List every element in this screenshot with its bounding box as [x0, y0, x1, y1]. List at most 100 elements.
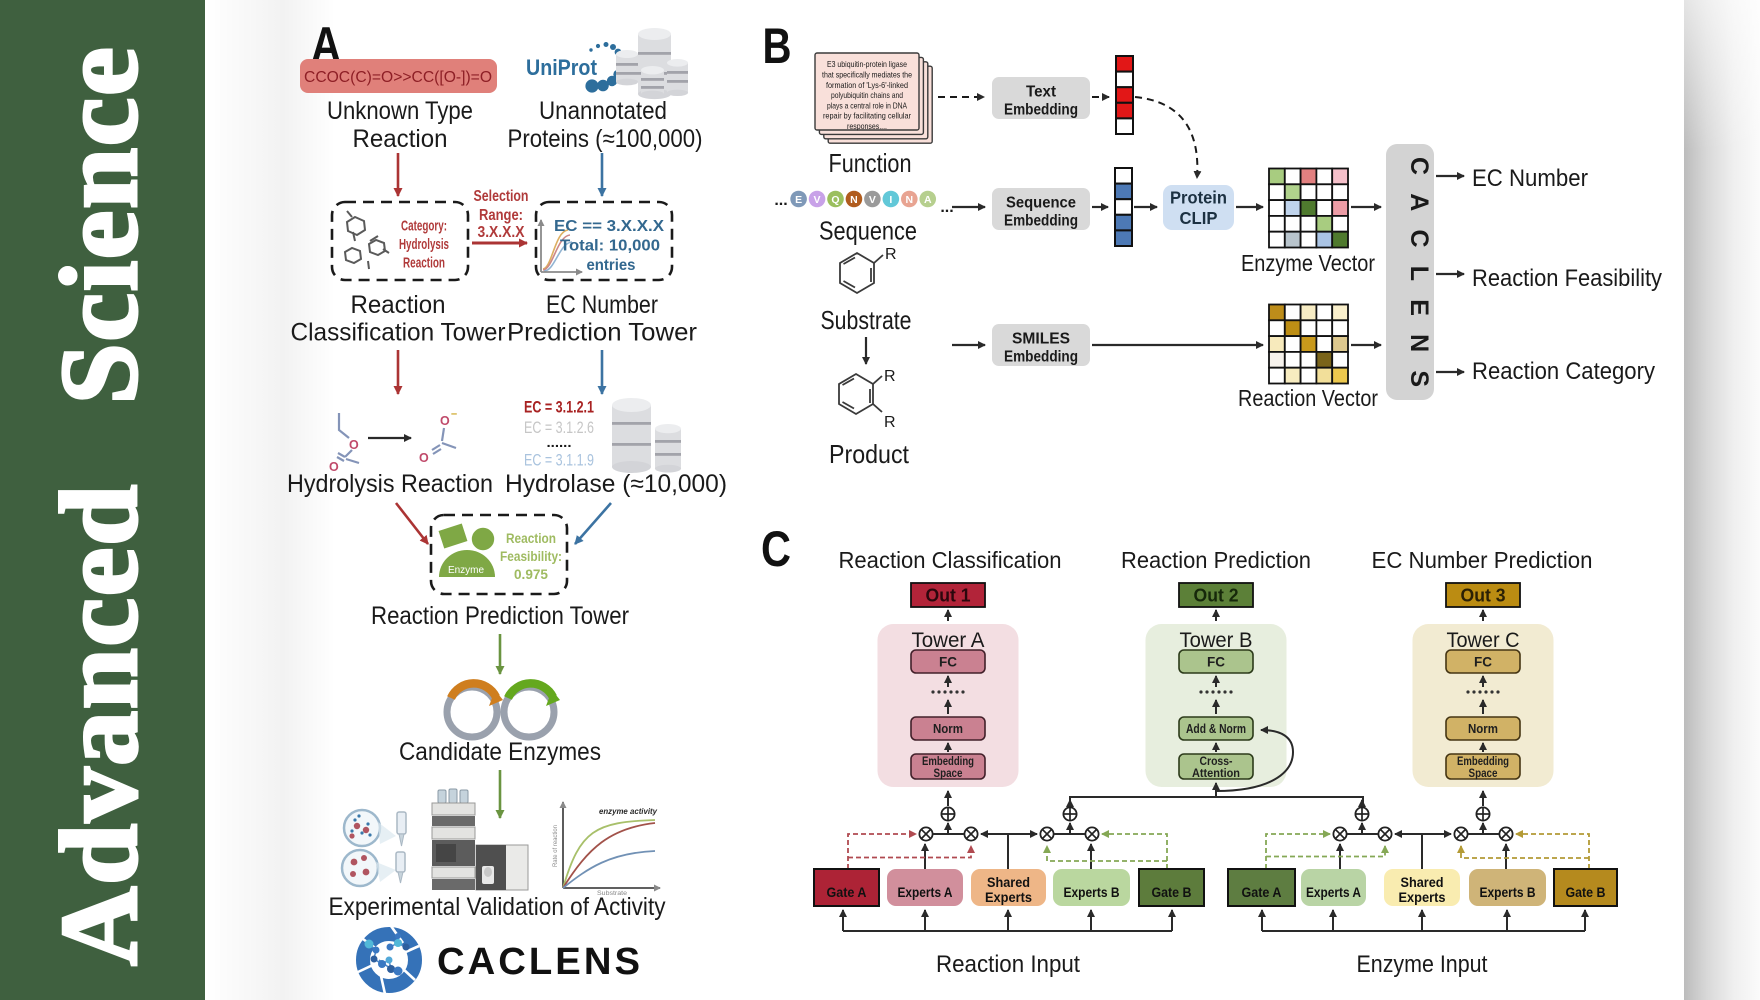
svg-text:CCOC(C)=O>>CC([O-])=O: CCOC(C)=O>>CC([O-])=O	[304, 69, 492, 86]
svg-text:Proteins (≈100,000): Proteins (≈100,000)	[508, 125, 703, 153]
svg-text:R: R	[884, 414, 896, 431]
svg-text:3.X.X.X: 3.X.X.X	[478, 224, 526, 241]
svg-text:repair by facilitating cellula: repair by facilitating cellular	[823, 111, 911, 121]
svg-text:Text: Text	[1026, 84, 1056, 101]
svg-text:R: R	[885, 246, 897, 263]
svg-text:Tower A: Tower A	[912, 629, 985, 652]
svg-text:Gate B: Gate B	[1566, 884, 1606, 900]
svg-text:Sequence: Sequence	[819, 216, 917, 246]
svg-text:EC Number: EC Number	[1472, 165, 1588, 192]
svg-text:SMILES: SMILES	[1012, 331, 1070, 348]
svg-text:Hydrolase (≈10,000): Hydrolase (≈10,000)	[505, 470, 727, 498]
svg-text:Norm: Norm	[933, 721, 963, 736]
svg-text:Total: 10,000: Total: 10,000	[560, 238, 660, 255]
svg-text:Out 1: Out 1	[926, 586, 971, 606]
svg-text:that specifically mediates the: that specifically mediates the	[822, 70, 912, 80]
svg-text:entries: entries	[587, 257, 636, 274]
svg-text:E: E	[795, 194, 802, 206]
svg-text:O: O	[440, 414, 450, 428]
svg-text:EC Number: EC Number	[546, 291, 658, 319]
svg-text:Embedding: Embedding	[1004, 213, 1078, 230]
svg-text:O: O	[329, 460, 339, 474]
svg-text:polyubiquitin chains and: polyubiquitin chains and	[831, 90, 903, 100]
svg-text:Sequence: Sequence	[1006, 195, 1076, 212]
svg-text:Attention: Attention	[1192, 768, 1240, 780]
svg-text:Out 3: Out 3	[1461, 586, 1506, 606]
svg-text:Reaction Prediction Tower: Reaction Prediction Tower	[371, 602, 629, 630]
svg-text:N: N	[906, 194, 914, 206]
svg-text:Experts A: Experts A	[898, 884, 953, 900]
svg-text:–: –	[451, 408, 457, 420]
svg-text:Cross-: Cross-	[1200, 756, 1233, 768]
svg-text:FC: FC	[1207, 654, 1225, 670]
svg-text:Reaction Input: Reaction Input	[936, 951, 1080, 978]
svg-text:Experts: Experts	[985, 889, 1032, 905]
svg-text:Enzyme: Enzyme	[448, 565, 485, 576]
svg-text:Experts B: Experts B	[1480, 884, 1536, 900]
svg-text:CLIP: CLIP	[1180, 208, 1218, 228]
svg-text:EC = 3.1.1.9: EC = 3.1.1.9	[524, 451, 594, 470]
svg-text:formation of 'Lys-6'-linked: formation of 'Lys-6'-linked	[826, 80, 908, 90]
svg-text:plays a central role in DNA: plays a central role in DNA	[827, 100, 907, 110]
svg-text:FC: FC	[939, 654, 957, 670]
svg-text:Rate of reaction: Rate of reaction	[553, 825, 559, 867]
svg-text:O: O	[349, 438, 359, 452]
svg-text:Norm: Norm	[1468, 721, 1498, 736]
svg-text:Space: Space	[934, 768, 963, 780]
svg-text:Reaction Prediction: Reaction Prediction	[1121, 547, 1311, 573]
svg-text:A: A	[924, 194, 932, 206]
svg-text:CACLENS: CACLENS	[1405, 157, 1433, 387]
svg-text:Classification Tower: Classification Tower	[291, 319, 506, 347]
svg-text:C: C	[761, 521, 791, 577]
svg-text:Enzyme Vector: Enzyme Vector	[1241, 250, 1375, 276]
svg-text:Category:: Category:	[401, 218, 447, 235]
svg-text:0.975: 0.975	[514, 567, 548, 582]
svg-text:B: B	[763, 18, 792, 74]
svg-text:Reaction: Reaction	[351, 291, 446, 319]
svg-text:Reaction Feasibility: Reaction Feasibility	[1472, 265, 1662, 292]
svg-text:EC = 3.1.2.6: EC = 3.1.2.6	[524, 418, 594, 437]
svg-text:Product: Product	[829, 439, 910, 469]
svg-text:Shared: Shared	[987, 874, 1030, 890]
svg-text:Selection: Selection	[474, 188, 529, 205]
svg-text:Space: Space	[1469, 768, 1498, 780]
svg-text:...: ...	[940, 199, 953, 216]
svg-text:FC: FC	[1474, 654, 1492, 670]
svg-text:Shared: Shared	[1401, 874, 1444, 890]
svg-text:Embedding: Embedding	[1004, 349, 1078, 366]
svg-text:Hydrolysis Reaction: Hydrolysis Reaction	[287, 470, 493, 498]
svg-text:Reaction: Reaction	[506, 531, 556, 546]
svg-text:Embedding: Embedding	[1457, 756, 1509, 768]
svg-text:Tower B: Tower B	[1180, 629, 1253, 652]
svg-text:Protein: Protein	[1170, 188, 1227, 208]
svg-text:Gate A: Gate A	[1242, 884, 1282, 900]
svg-text:Substrate: Substrate	[821, 305, 912, 335]
svg-text:Reaction Classification: Reaction Classification	[839, 547, 1062, 573]
svg-text:Range:: Range:	[479, 207, 523, 224]
svg-text:EC Number Prediction: EC Number Prediction	[1372, 547, 1593, 573]
svg-text:V: V	[869, 194, 876, 206]
svg-text:Reaction: Reaction	[353, 125, 448, 153]
svg-text:E3 ubiquitin-protein ligase: E3 ubiquitin-protein ligase	[827, 59, 907, 69]
svg-text:...: ...	[774, 192, 787, 209]
svg-text:Embedding: Embedding	[1004, 102, 1078, 119]
svg-text:Unannotated: Unannotated	[539, 97, 667, 125]
svg-text:Gate B: Gate B	[1152, 884, 1192, 900]
svg-text:Embedding: Embedding	[922, 756, 974, 768]
svg-text:R: R	[884, 368, 896, 385]
svg-text:EC == 3.X.X.X: EC == 3.X.X.X	[554, 218, 665, 235]
svg-text:Unknown Type: Unknown Type	[327, 97, 473, 125]
svg-text:Reaction Category: Reaction Category	[1472, 358, 1655, 385]
svg-text:Out 2: Out 2	[1194, 586, 1239, 606]
svg-text:O: O	[419, 451, 429, 465]
svg-text:Prediction Tower: Prediction Tower	[507, 319, 697, 347]
svg-text:Hydrolysis: Hydrolysis	[399, 236, 449, 253]
svg-text:Feasibility:: Feasibility:	[500, 549, 562, 564]
svg-text:Q: Q	[831, 194, 839, 206]
svg-text:Experimental Validation of Act: Experimental Validation of Activity	[329, 893, 666, 921]
svg-text:CACLENS: CACLENS	[437, 941, 643, 983]
svg-text:Tower C: Tower C	[1447, 629, 1520, 652]
svg-text:responses....: responses....	[847, 121, 887, 131]
svg-text:Substrate: Substrate	[597, 890, 627, 897]
svg-text:EC = 3.1.2.1: EC = 3.1.2.1	[524, 398, 594, 417]
